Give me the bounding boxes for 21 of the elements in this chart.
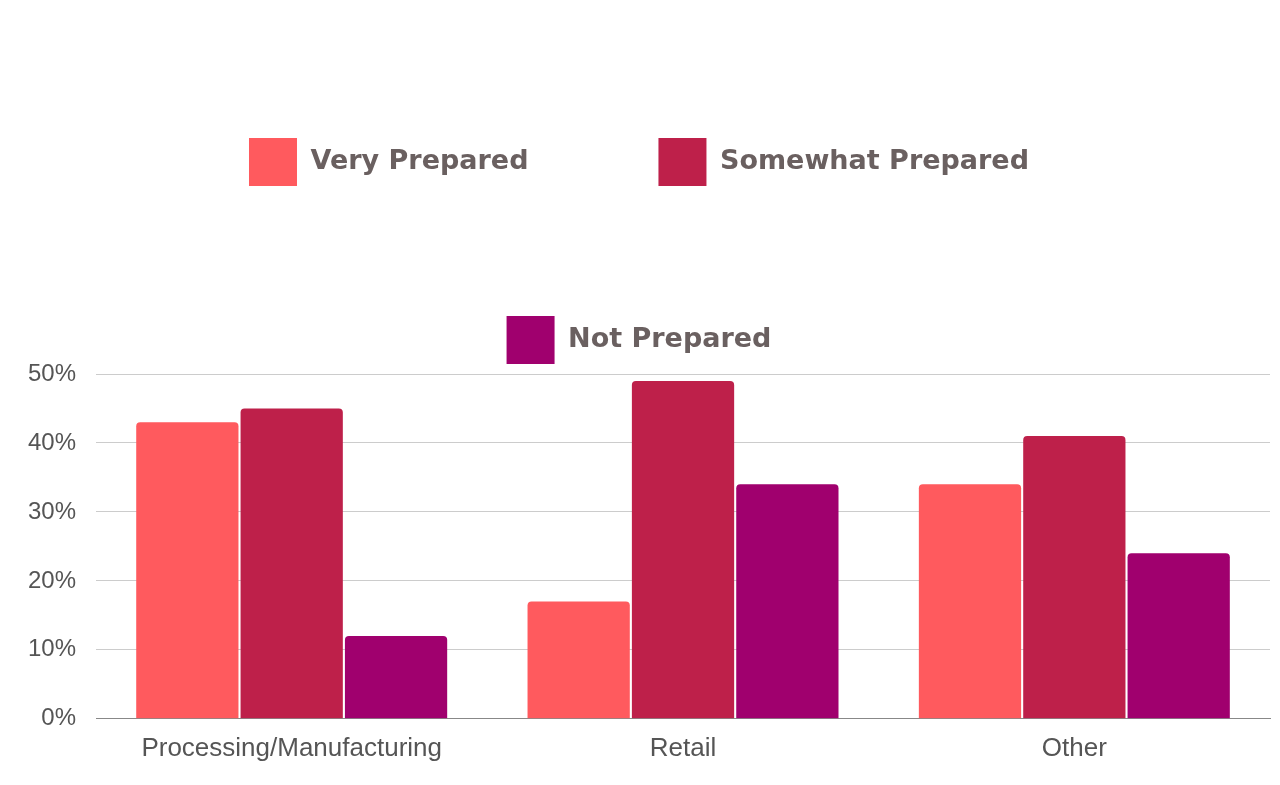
y-tick-label: 40% — [27, 427, 77, 455]
y-tick-label: 30% — [27, 496, 77, 524]
bar — [1023, 436, 1126, 719]
y-tick-label: 10% — [27, 634, 77, 662]
bar — [344, 636, 448, 719]
bar — [136, 422, 239, 719]
x-tick-label: Processing/Manufacturing — [141, 731, 442, 762]
x-tick-label: Retail — [649, 731, 717, 762]
legend-label: Very Prepared — [310, 144, 529, 176]
bar — [1127, 553, 1230, 719]
y-tick-label: 50% — [27, 358, 77, 386]
x-tick-label: Other — [1041, 731, 1108, 762]
bar — [527, 601, 630, 719]
legend-label: Somewhat Prepared — [719, 144, 1030, 176]
bar — [240, 408, 343, 719]
bar — [736, 484, 839, 719]
y-tick-label: 20% — [27, 565, 77, 593]
bar — [631, 380, 735, 719]
legend-label: Not Prepared — [568, 322, 772, 354]
bar — [918, 484, 1022, 719]
y-tick-label: 0% — [41, 703, 77, 731]
